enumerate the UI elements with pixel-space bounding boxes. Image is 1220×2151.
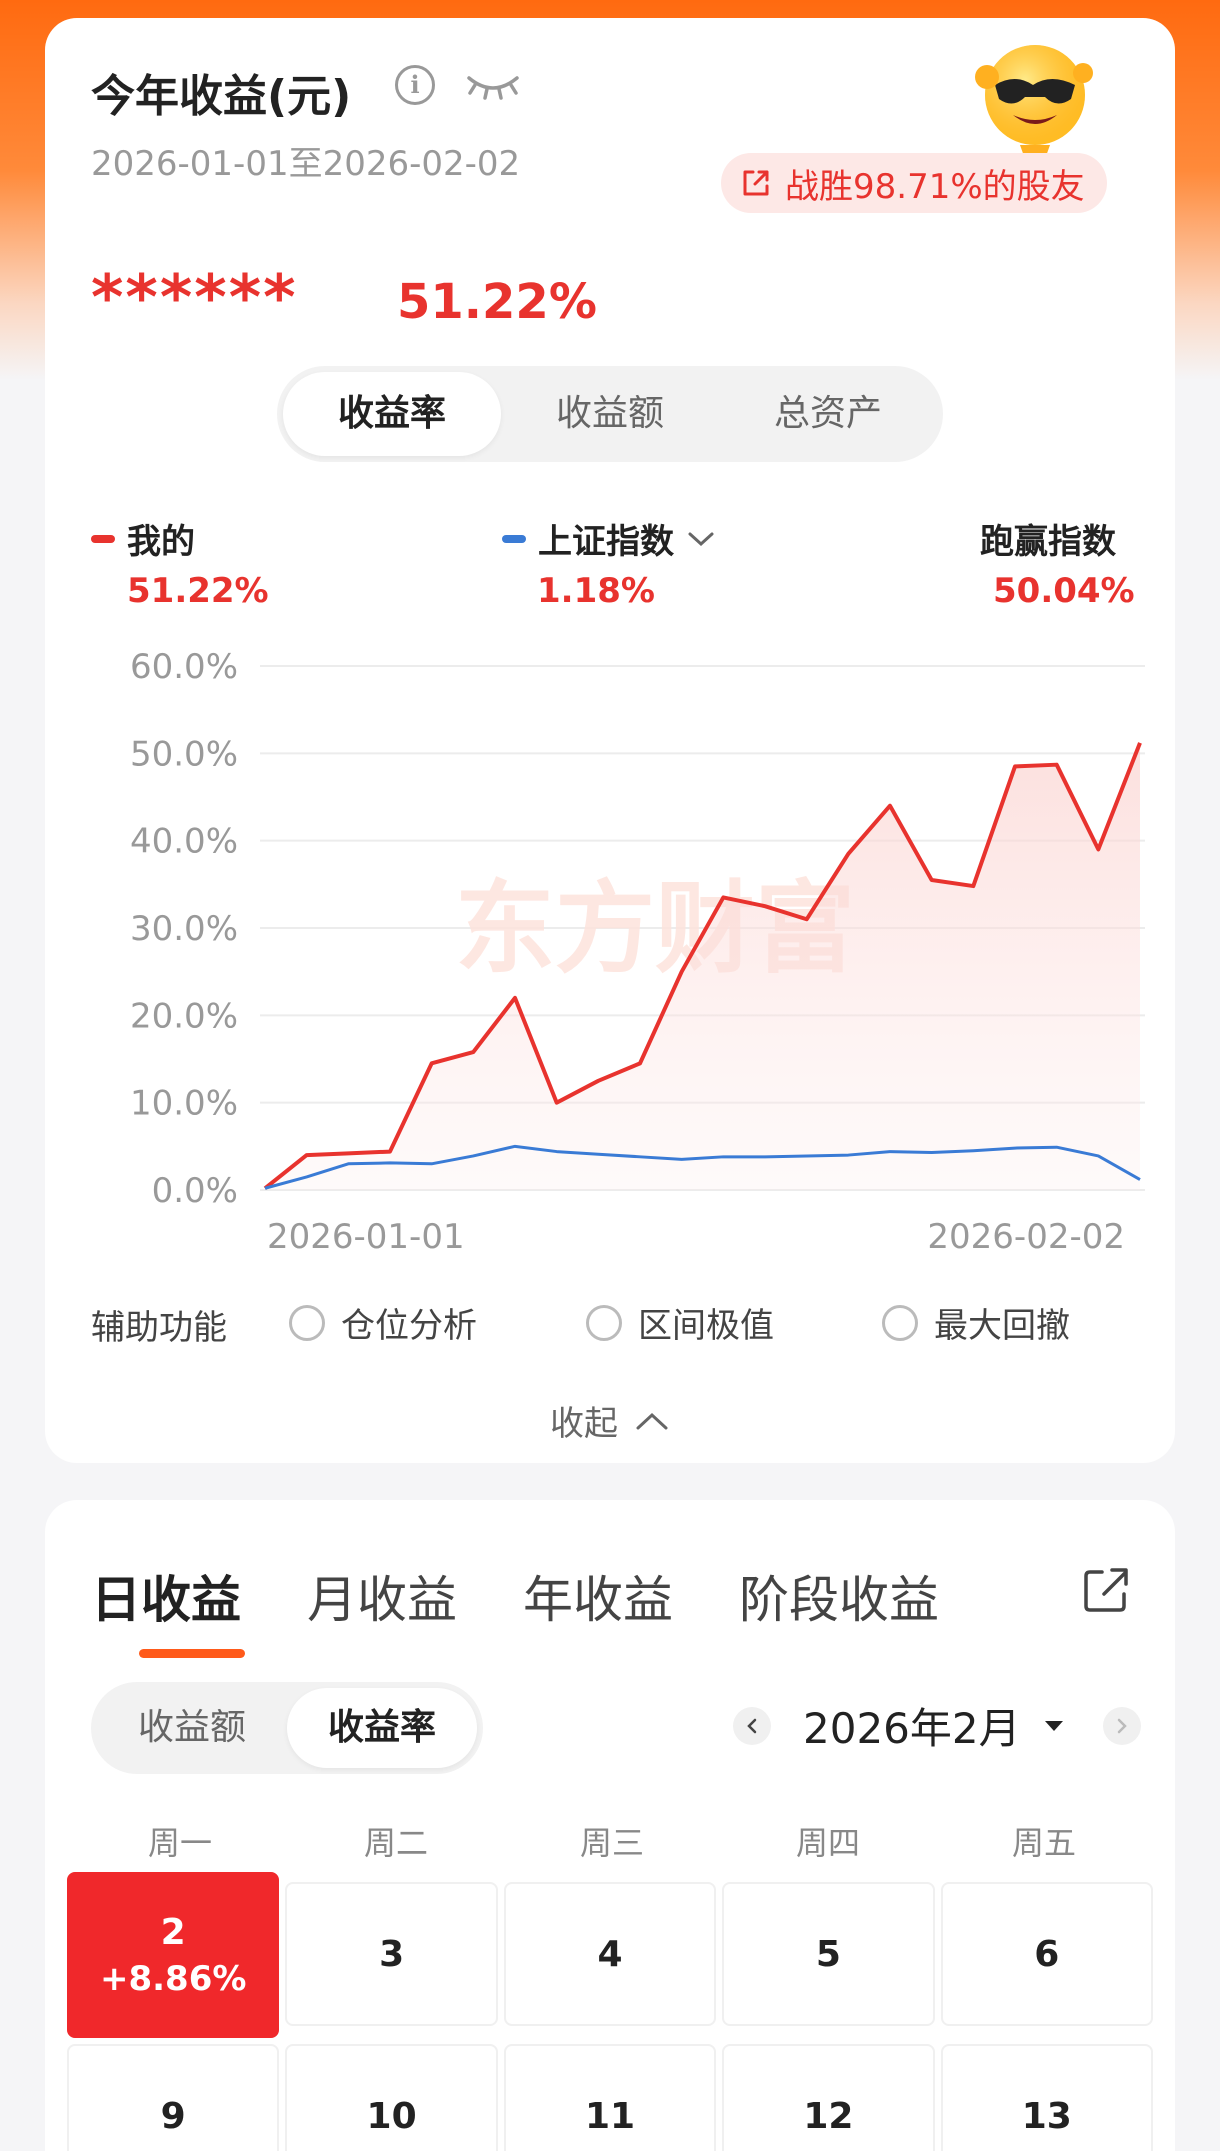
legend-index-value: 1.18% <box>537 571 655 611</box>
next-month-button[interactable] <box>1102 1706 1141 1745</box>
x-start-label: 2026-01-01 <box>267 1217 465 1257</box>
legend-mine: 我的 <box>91 514 195 563</box>
beat-text: 战胜98.71%的股友 <box>785 166 1085 207</box>
calendar-grid: 2 +8.86% 3 4 5 6 9 10 11 12 13 <box>67 1872 1153 2151</box>
page-title: 今年收益(元) <box>91 71 352 122</box>
radio-circle <box>586 1304 622 1341</box>
legend-excess: 跑赢指数 <box>980 514 1116 563</box>
tab-mode-rate[interactable]: 收益率 <box>287 1688 477 1768</box>
legend-mine-value: 51.22% <box>127 571 269 611</box>
weekday-label: 周二 <box>363 1824 428 1862</box>
weekday-label: 周五 <box>1011 1824 1076 1862</box>
chevron-down-icon <box>688 532 714 546</box>
calendar-day[interactable]: 12 <box>722 2044 935 2151</box>
day-number: 4 <box>597 1933 623 1975</box>
y-tick-label: 50.0% <box>130 734 238 774</box>
calendar-day[interactable]: 9 <box>67 2044 280 2151</box>
collapse-button[interactable]: 收起 <box>550 1396 670 1445</box>
tab-monthly[interactable]: 月收益 <box>307 1571 457 1629</box>
radio-label: 区间极值 <box>638 1306 774 1346</box>
radio-position-analysis[interactable]: 仓位分析 <box>289 1298 477 1347</box>
day-number: 11 <box>584 2095 636 2137</box>
eye-closed-icon[interactable] <box>463 68 523 104</box>
y-tick-label: 20.0% <box>130 996 238 1036</box>
prev-month-button[interactable] <box>733 1706 771 1745</box>
radio-label: 最大回撤 <box>934 1306 1070 1346</box>
tab-daily[interactable]: 日收益 <box>91 1560 245 1658</box>
aux-label: 辅助功能 <box>91 1308 227 1348</box>
chevron-up-icon <box>636 1412 668 1429</box>
y-tick-label: 10.0% <box>130 1084 238 1124</box>
radio-circle <box>289 1304 325 1341</box>
summary-card: 今年收益(元) i 2026-01-01至2026-02-02 战胜98.71%… <box>45 18 1175 1463</box>
series-line-mine <box>263 742 1142 1190</box>
y-tick-label: 60.0% <box>130 647 238 687</box>
hidden-amount: ****** <box>91 261 298 334</box>
month-navigator: 2026年2月 <box>733 1695 1141 1756</box>
y-tick-label: 30.0% <box>130 909 238 949</box>
calendar-day[interactable]: 6 <box>940 1882 1153 2026</box>
mascot-emoji-icon <box>975 45 1093 159</box>
day-number: 12 <box>803 2095 854 2137</box>
calendar-day[interactable]: 5 <box>722 1882 935 2026</box>
chevron-right-icon <box>1117 1718 1127 1733</box>
legend-blue-swatch <box>502 534 526 543</box>
caret-down-icon[interactable] <box>1044 1720 1063 1731</box>
calendar-day[interactable]: 3 <box>285 1882 498 2026</box>
beat-percentile-badge[interactable]: 战胜98.71%的股友 <box>721 153 1107 213</box>
calendar-day[interactable]: 13 <box>940 2044 1153 2151</box>
legend-excess-value: 50.04% <box>993 571 1135 611</box>
weekday-label: 周三 <box>579 1824 644 1862</box>
radio-range-extremes[interactable]: 区间极值 <box>586 1298 774 1347</box>
weekday-header: 周一 周二 周三 周四 周五 <box>72 1818 1152 1864</box>
y-tick-label: 40.0% <box>130 822 238 862</box>
return-line-chart[interactable]: 60.0%50.0%40.0%30.0%20.0%10.0%0.0%东方财富20… <box>90 618 1220 1258</box>
tab-return-amount[interactable]: 收益额 <box>555 393 664 434</box>
tab-mode-amount[interactable]: 收益额 <box>137 1707 246 1748</box>
info-icon[interactable]: i <box>395 65 435 105</box>
return-percent: 51.22% <box>397 274 597 330</box>
earnings-card: 日收益 月收益 年收益 阶段收益 收益额 收益率 2026年2月 周一 周二 周… <box>45 1500 1175 2151</box>
share-icon <box>743 170 769 196</box>
tab-total-assets[interactable]: 总资产 <box>773 393 882 434</box>
radio-label: 仓位分析 <box>341 1306 477 1346</box>
day-number: 5 <box>815 1933 841 1975</box>
weekday-label: 周四 <box>795 1824 860 1862</box>
day-number: 2 <box>160 1911 186 1953</box>
metric-toggle: 收益率 收益额 总资产 <box>277 366 943 462</box>
weekday-label: 周一 <box>147 1824 212 1862</box>
legend-excess-label: 跑赢指数 <box>980 522 1116 562</box>
collapse-label: 收起 <box>550 1404 618 1444</box>
series-line-index <box>264 1144 1141 1190</box>
series-area-mine <box>265 742 1140 1190</box>
radio-circle <box>882 1304 918 1341</box>
day-number: 6 <box>1034 1933 1060 1975</box>
calendar-day[interactable]: 4 <box>503 1882 717 2026</box>
calendar-day[interactable]: 11 <box>503 2044 717 2151</box>
day-number: 13 <box>1021 2095 1072 2137</box>
calendar-day[interactable]: 2 +8.86% <box>67 1872 280 2038</box>
x-end-label: 2026-02-02 <box>927 1217 1125 1257</box>
legend-mine-label: 我的 <box>127 522 195 562</box>
date-range: 2026-01-01至2026-02-02 <box>91 144 521 184</box>
tab-period[interactable]: 阶段收益 <box>739 1571 939 1629</box>
radio-max-drawdown[interactable]: 最大回撤 <box>882 1298 1070 1347</box>
legend-index-selector[interactable]: 上证指数 <box>502 514 716 563</box>
day-number: 9 <box>160 2095 186 2137</box>
share-icon[interactable] <box>1080 1564 1132 1616</box>
tab-yearly[interactable]: 年收益 <box>523 1571 673 1629</box>
month-label[interactable]: 2026年2月 <box>803 1704 1021 1753</box>
legend-index-label: 上证指数 <box>538 522 674 562</box>
calendar-day[interactable]: 10 <box>285 2044 498 2151</box>
earnings-mode-toggle: 收益额 收益率 <box>91 1682 483 1774</box>
earnings-period-tabs: 日收益 月收益 年收益 阶段收益 <box>91 1560 1005 1658</box>
tab-return-rate[interactable]: 收益率 <box>283 372 501 456</box>
day-number: 3 <box>379 1933 405 1975</box>
y-tick-label: 0.0% <box>152 1171 238 1211</box>
legend-red-swatch <box>91 534 115 543</box>
day-return: +8.86% <box>99 1958 247 1999</box>
day-number: 10 <box>366 2095 417 2137</box>
chevron-left-icon <box>747 1718 757 1733</box>
